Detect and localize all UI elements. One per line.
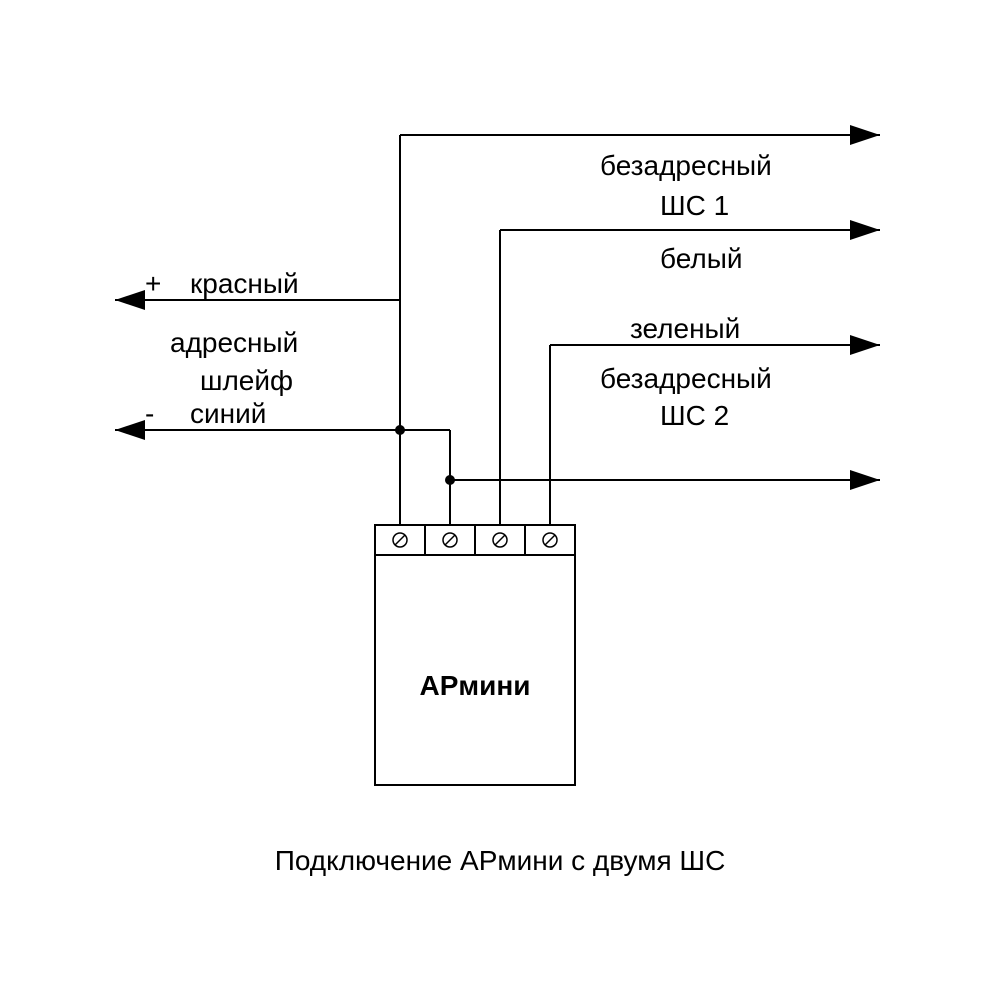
nonaddr2-label-1: безадресный — [600, 363, 772, 394]
addr-loop-label-1: адресный — [170, 327, 298, 358]
terminal-screw-icon — [543, 533, 557, 547]
red-wire-label: красный — [190, 268, 299, 299]
arrowhead-right-icon — [850, 220, 880, 240]
addr-loop-label-2: шлейф — [200, 365, 293, 396]
green-wire-label: зеленый — [630, 313, 740, 344]
white-wire-label: белый — [660, 243, 742, 274]
plus-label: + — [145, 268, 161, 299]
terminal-screw-icon — [393, 533, 407, 547]
arrowhead-right-icon — [850, 470, 880, 490]
arrowhead-right-icon — [850, 125, 880, 145]
terminal-block — [375, 525, 575, 555]
blue-wire-label: синий — [190, 398, 266, 429]
nonaddr1-label-1: безадресный — [600, 150, 772, 181]
wiring-diagram: АРмини — [0, 0, 1000, 1000]
minus-label: - — [145, 398, 154, 429]
arrowhead-left-icon — [115, 420, 145, 440]
nonaddr2-label-2: ШС 2 — [660, 400, 729, 431]
diagram-caption: Подключение АРмини с двумя ШС — [275, 845, 726, 876]
terminal-screw-icon — [493, 533, 507, 547]
terminal-screw-icon — [443, 533, 457, 547]
nonaddr1-label-2: ШС 1 — [660, 190, 729, 221]
junction-dot — [445, 475, 455, 485]
device-label: АРмини — [420, 670, 531, 701]
arrowhead-left-icon — [115, 290, 145, 310]
junction-dot — [395, 425, 405, 435]
arrowhead-right-icon — [850, 335, 880, 355]
